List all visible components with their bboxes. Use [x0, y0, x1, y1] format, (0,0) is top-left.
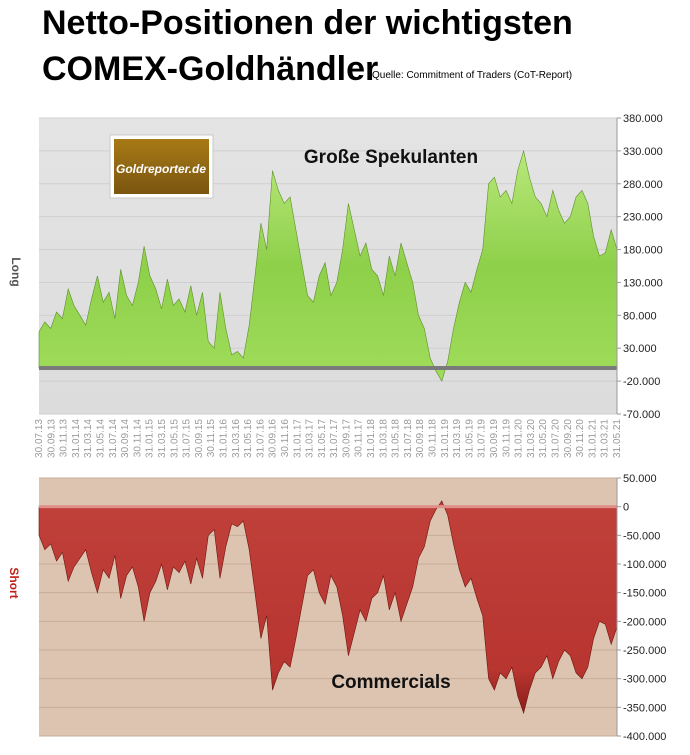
x-tick-label: 31.05.15	[169, 419, 180, 458]
top-x-tick-labels: 30.07.13 30.09.13 30.11.13 31.01.14 31.03.14…	[34, 419, 623, 458]
x-tick-label: 31.01.14	[71, 419, 82, 458]
x-tick-label: 31.05.20	[538, 419, 549, 458]
y-tick-label: 80.000	[623, 310, 657, 322]
grosse-spekulanten-label: Große Spekulanten	[304, 147, 478, 168]
x-tick-label: 31.03.19	[452, 419, 463, 458]
x-tick-label: 31.03.14	[83, 419, 94, 458]
y-tick-label: -350.000	[623, 702, 666, 714]
x-tick-label: 31.07.19	[477, 419, 488, 458]
x-tick-label: 31.05.21	[612, 419, 623, 458]
bottom-chart: 50.000 0 -50.000 -100.000 -150.000 -200.000 -2…	[7, 473, 666, 743]
page-title-line-1: Netto-Positionen der wichtigsten	[42, 4, 573, 42]
y-tick-label: -50.000	[623, 530, 660, 542]
y-tick-label: -20.000	[623, 376, 660, 388]
y-tick-label: -300.000	[623, 674, 666, 686]
y-tick-label: -400.000	[623, 731, 666, 743]
x-tick-label: 31.07.14	[108, 419, 119, 458]
x-tick-label: 31.07.18	[403, 419, 414, 458]
x-tick-label: 30.11.18	[428, 419, 439, 458]
x-tick-label: 31.05.19	[464, 419, 475, 458]
x-tick-label: 31.03.17	[305, 419, 316, 458]
logo-text: Goldreporter.de	[116, 162, 206, 176]
x-tick-label: 31.01.17	[292, 419, 303, 458]
top-chart: 380.000 330.000 280.000 230.000 180.000 130.0…	[9, 113, 663, 458]
x-tick-label: 31.05.18	[391, 419, 402, 458]
x-tick-label: 30.11.20	[575, 419, 586, 458]
x-tick-label: 31.03.20	[526, 419, 537, 458]
y-tick-label: 0	[623, 502, 629, 514]
x-tick-label: 31.01.15	[145, 419, 156, 458]
source-note: Quelle: Commitment of Traders (CoT-Repor…	[372, 70, 573, 81]
x-tick-label: 30.11.14	[132, 419, 143, 458]
y-tick-label: 230.000	[623, 212, 663, 224]
y-tick-label: -200.000	[623, 616, 666, 628]
x-tick-label: 30.11.13	[59, 419, 70, 458]
x-tick-label: 31.05.17	[317, 419, 328, 458]
x-tick-label: 31.03.18	[378, 419, 389, 458]
x-tick-label: 31.01.16	[219, 419, 230, 458]
x-tick-label: 31.01.19	[440, 419, 451, 458]
x-tick-label: 30.07.13	[34, 419, 45, 458]
y-tick-label: 30.000	[623, 343, 657, 355]
y-tick-label: 280.000	[623, 179, 663, 191]
x-tick-label: 30.09.15	[194, 419, 205, 458]
bottom-y-tick-labels: 50.000 0 -50.000 -100.000 -150.000 -200.000 -2…	[617, 473, 666, 743]
x-tick-label: 30.09.17	[341, 419, 352, 458]
x-tick-label: 31.07.16	[255, 419, 266, 458]
commercials-area	[38, 500, 618, 715]
y-tick-label: -150.000	[623, 588, 666, 600]
x-tick-label: 30.11.16	[280, 419, 291, 458]
x-tick-label: 31.05.14	[96, 419, 107, 458]
x-tick-label: 31.03.16	[231, 419, 242, 458]
y-tick-label: 330.000	[623, 146, 663, 158]
x-tick-label: 30.09.16	[268, 419, 279, 458]
x-tick-label: 30.09.19	[489, 419, 500, 458]
x-tick-label: 30.09.20	[563, 419, 574, 458]
x-tick-label: 31.01.18	[366, 419, 377, 458]
commercials-label: Commercials	[331, 672, 450, 693]
x-tick-label: 31.03.21	[600, 419, 611, 458]
bottom-y-axis-label: Short	[7, 567, 21, 598]
y-tick-label: -70.000	[623, 409, 660, 421]
y-tick-label: 180.000	[623, 245, 663, 257]
x-tick-label: 31.07.17	[329, 419, 340, 458]
page-title-line-2: COMEX-Goldhändler	[42, 50, 379, 88]
x-tick-label: 30.09.13	[46, 419, 57, 458]
x-tick-label: 30.11.17	[354, 419, 365, 458]
x-tick-label: 31.03.15	[157, 419, 168, 458]
y-tick-label: 50.000	[623, 473, 657, 485]
x-tick-label: 31.05.16	[243, 419, 254, 458]
top-y-axis-label: Long	[9, 257, 23, 286]
x-tick-label: 30.11.19	[501, 419, 512, 458]
y-tick-label: 380.000	[623, 113, 663, 125]
grosse-spekulanten-area	[38, 149, 618, 382]
x-tick-label: 31.07.20	[551, 419, 562, 458]
y-tick-label: -250.000	[623, 645, 666, 657]
y-tick-label: 130.000	[623, 277, 663, 289]
x-tick-label: 31.07.15	[182, 419, 193, 458]
x-tick-label: 31.01.20	[514, 419, 525, 458]
x-tick-label: 31.01.21	[587, 419, 598, 458]
top-y-tick-labels: 380.000 330.000 280.000 230.000 180.000 130.0…	[617, 113, 663, 421]
x-tick-label: 30.11.15	[206, 419, 217, 458]
x-tick-label: 30.09.18	[415, 419, 426, 458]
goldreporter-logo: Goldreporter.de	[109, 134, 214, 199]
x-tick-label: 30.09.14	[120, 419, 131, 458]
y-tick-label: -100.000	[623, 559, 666, 571]
